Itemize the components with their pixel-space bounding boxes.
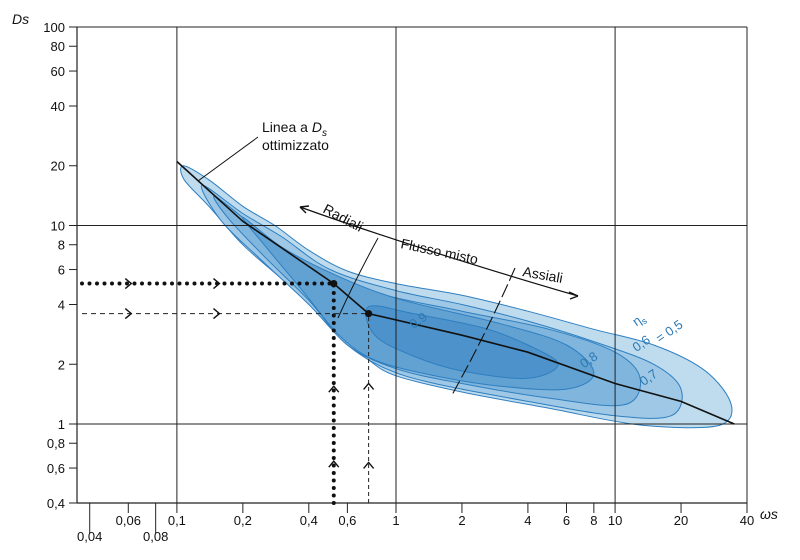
annotation-assiali: Assiali <box>521 263 564 286</box>
grid <box>77 26 747 503</box>
x-tick-label-4: 0,2 <box>234 513 252 528</box>
thin-arrowhead-up-2 <box>363 382 375 390</box>
thin-arrowhead-2 <box>213 308 221 320</box>
operating-point-2 <box>365 309 373 318</box>
annotation-linea-leader <box>197 136 259 182</box>
x-tick-label-3: 0,1 <box>168 513 186 528</box>
x-tick-label-12: 10 <box>608 513 622 528</box>
y-axis-label: Ds <box>12 11 29 27</box>
guide-lines <box>80 278 375 505</box>
y-tick-label-7: 8 <box>58 238 65 253</box>
thick-arrowhead-1 <box>124 278 133 290</box>
flow-direction-arrow <box>299 206 579 297</box>
x-tick-label-1: 0,06 <box>116 513 141 528</box>
thin-arrowhead-1 <box>124 308 133 320</box>
y-tick-label-6: 6 <box>58 263 65 278</box>
y-tick-label-13: 100 <box>43 20 65 35</box>
efficiency-label-sub: s <box>639 315 649 326</box>
x-tick-label-14: 40 <box>740 513 754 528</box>
optimal-line <box>176 160 735 425</box>
x-tick-label-10: 6 <box>563 513 570 528</box>
annotation-linea-line1: Linea a Ds <box>262 119 327 139</box>
x-tick-label-9: 4 <box>524 513 531 528</box>
boundary-radial-mixed <box>337 237 379 319</box>
thin-arrowhead-up-1 <box>363 461 375 469</box>
y-tick-label-4: 2 <box>58 357 65 372</box>
x-tick-label-0: 0,04 <box>77 529 102 544</box>
x-tick-label-5: 0,4 <box>300 513 318 528</box>
x-axis-label: ωs <box>760 506 778 522</box>
thick-arrowhead-up-2 <box>328 385 340 393</box>
operating-point-1 <box>330 279 338 288</box>
x-tick-label-7: 1 <box>392 513 399 528</box>
y-tick-label-2: 0,8 <box>47 436 65 451</box>
arrowhead-left <box>299 205 310 214</box>
arrowhead-right <box>568 291 579 300</box>
x-tick-label-6: 0,6 <box>338 513 356 528</box>
annotation-linea-line2: ottimizzato <box>262 137 329 153</box>
y-tick-label-9: 20 <box>51 159 65 174</box>
x-tick-label-11: 8 <box>590 513 597 528</box>
thick-arrowhead-up-1 <box>328 460 340 468</box>
optimal-line-path <box>176 160 735 425</box>
thick-arrowhead-2 <box>213 278 221 290</box>
x-tick-label-8: 2 <box>458 513 465 528</box>
y-tick-label-12: 80 <box>51 39 65 54</box>
x-tick-label-2: 0,08 <box>143 529 168 544</box>
y-tick-label-10: 40 <box>51 99 65 114</box>
y-tick-label-5: 4 <box>58 297 65 312</box>
y-tick-label-8: 10 <box>51 219 65 234</box>
x-tick-label-13: 20 <box>674 513 688 528</box>
y-tick-label-11: 60 <box>51 64 65 79</box>
y-tick-label-0: 0,4 <box>47 496 65 511</box>
axes: 0,40,60,81246810204060801000,040,060,080… <box>43 20 754 544</box>
y-tick-label-3: 1 <box>58 417 65 432</box>
y-tick-label-1: 0,6 <box>47 461 65 476</box>
